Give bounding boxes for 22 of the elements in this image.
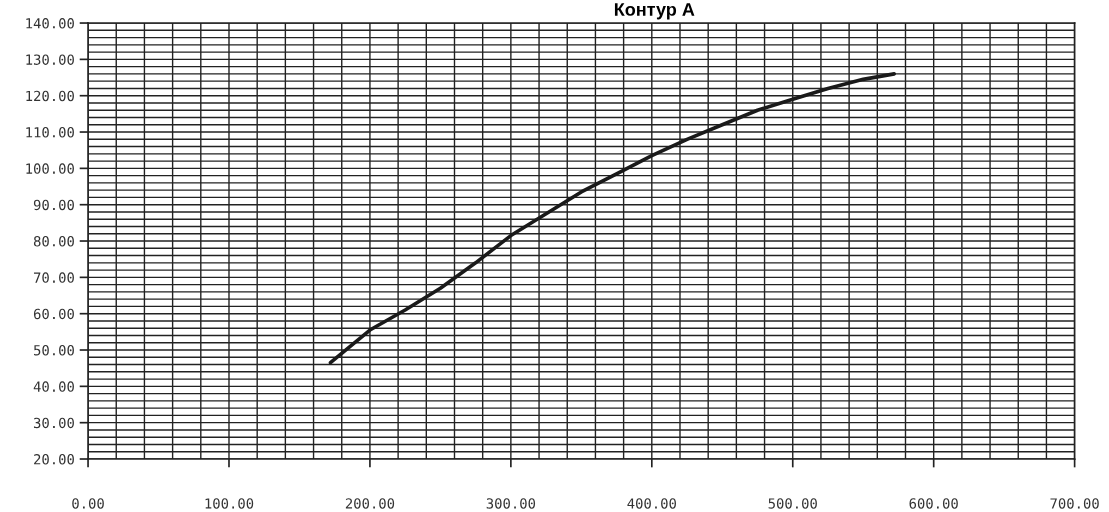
x-tick-label: 200.00 [345, 498, 395, 509]
y-tick-label: 20.00 [34, 454, 74, 465]
y-tick-label: 130.00 [26, 54, 74, 65]
y-tick-label: 30.00 [33, 417, 74, 429]
y-tick-label: 60.00 [33, 308, 74, 320]
x-tick-label: 0.00 [72, 498, 104, 509]
x-tick-label: 100.00 [205, 498, 254, 509]
chart-title: Контур А [614, 3, 695, 20]
y-tick-label: 110.00 [26, 127, 74, 138]
y-tick-label: 80.00 [33, 236, 74, 247]
x-tick-label: 700.00 [1050, 498, 1099, 509]
y-tick-label: 40.00 [33, 381, 74, 392]
y-tick-label: 70.00 [33, 272, 74, 283]
x-tick-label: 600.00 [909, 498, 958, 509]
y-tick-label: 100.00 [26, 163, 74, 174]
x-tick-label: 300.00 [486, 498, 536, 509]
x-tick-label: 400.00 [627, 498, 676, 509]
x-tick-label: 500.00 [768, 498, 817, 509]
y-tick-label: 50.00 [34, 345, 74, 356]
y-tick-label: 90.00 [33, 199, 74, 211]
y-tick-label: 140.00 [26, 18, 74, 29]
y-tick-label: 120.00 [26, 90, 74, 102]
